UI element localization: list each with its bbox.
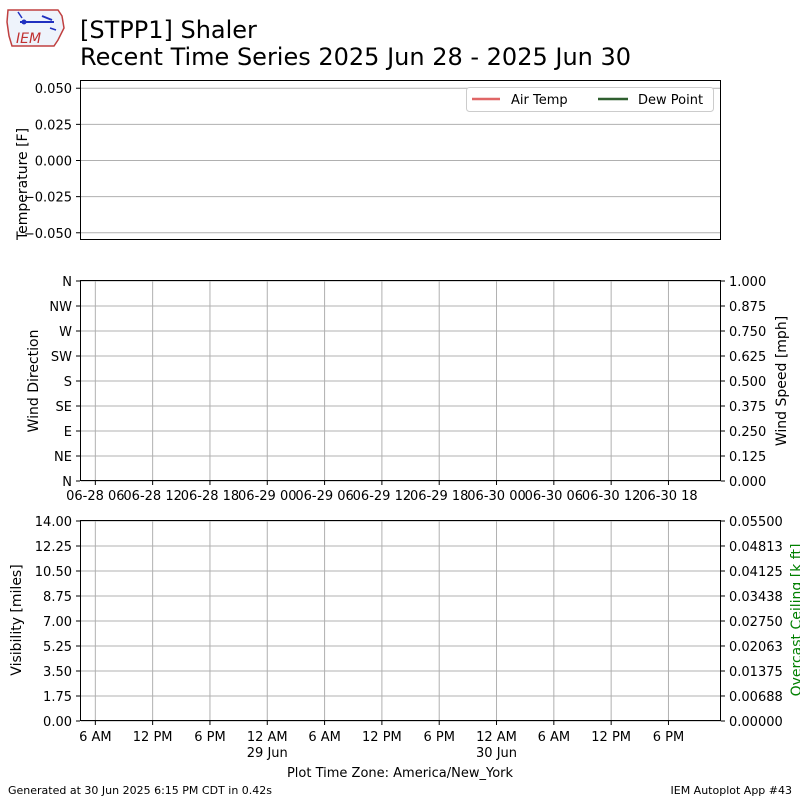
y-right-tick-label: 1.000	[729, 275, 766, 290]
x-tick-label: 6 PM	[653, 730, 684, 745]
y-tick-label: 0.050	[35, 82, 72, 97]
x-tick-label: 6 AM	[79, 730, 112, 745]
y-tick-label: W	[59, 325, 72, 340]
x-tick-label: 12 AM	[476, 730, 517, 745]
y-tick-label: NE	[54, 450, 72, 465]
x-tick-label: 06-29 18	[410, 489, 468, 504]
visibility-y-ticks: 14.00 12.25 10.50 8.75 7.00 5.25 3.50 1.75 0.00	[35, 515, 80, 730]
wind-plot-frame	[80, 280, 721, 481]
y-tick-label: 7.00	[43, 615, 72, 630]
y-right-tick-label: 0.250	[729, 425, 766, 440]
legend-label-dew-point: Dew Point	[638, 93, 703, 108]
iem-logo: IEM	[6, 6, 66, 54]
visibility-grid	[81, 520, 721, 722]
y-right-tick-label: 0.125	[729, 450, 766, 465]
y-right-tick-label: 0.00000	[729, 715, 783, 730]
x-tick-label: 12 AM	[247, 730, 288, 745]
legend-box	[466, 87, 714, 112]
y-tick-label: −0.050	[24, 227, 72, 242]
x-tick-label: 06-29 12	[353, 489, 411, 504]
y-tick-label: 8.75	[43, 590, 72, 605]
y-right-tick-label: 0.02063	[729, 640, 783, 655]
y-tick-label: S	[64, 375, 72, 390]
visibility-plot-frame	[80, 520, 721, 721]
x-tick-label: 06-30 12	[582, 489, 640, 504]
x-tick-label: 12 PM	[591, 730, 631, 745]
y-right-tick-label: 0.04125	[729, 565, 783, 580]
y-tick-label: 10.50	[35, 565, 72, 580]
wind-direction-y-label: Wind Direction	[26, 330, 42, 433]
y-tick-label: 1.75	[43, 690, 72, 705]
y-tick-label: −0.025	[24, 191, 72, 206]
x-tick-label: 06-29 06	[295, 489, 353, 504]
app-id: IEM Autoplot App #43	[671, 784, 793, 797]
y-right-tick-label: 0.750	[729, 325, 766, 340]
iem-logo-graphic: IEM	[6, 9, 65, 47]
y-right-tick-label: 0.000	[729, 475, 766, 490]
temperature-y-label: Temperature [F]	[15, 128, 31, 241]
y-tick-label: NW	[49, 300, 72, 315]
y-right-tick-label: 0.500	[729, 375, 766, 390]
x-tick-label: 6 PM	[423, 730, 454, 745]
x-tick-date-label: 29 Jun	[247, 746, 288, 761]
y-right-tick-label: 0.02750	[729, 615, 783, 630]
wind-speed-y-label: Wind Speed [mph]	[774, 316, 790, 446]
x-tick-label: 06-30 00	[467, 489, 525, 504]
temperature-y-ticks: 0.050 0.025 0.000 −0.025 −0.050	[24, 82, 80, 242]
wind-speed-y-ticks: 1.000 0.875 0.750 0.625 0.500 0.375 0.250 0.125…	[721, 275, 766, 490]
y-tick-label: N	[62, 275, 72, 290]
x-tick-label: 12 PM	[362, 730, 402, 745]
x-tick-label: 6 PM	[194, 730, 225, 745]
y-tick-label: 5.25	[43, 640, 72, 655]
x-tick-label: 06-28 18	[181, 489, 239, 504]
y-tick-label: 14.00	[35, 515, 72, 530]
y-tick-label: SW	[51, 350, 72, 365]
y-right-tick-label: 0.05500	[729, 515, 783, 530]
ceiling-y-label: Overcast Ceiling [k ft]	[789, 544, 800, 697]
chart-subtitle: Recent Time Series 2025 Jun 28 - 2025 Ju…	[80, 43, 632, 71]
y-tick-label: E	[64, 425, 72, 440]
generated-note: Generated at 30 Jun 2025 6:15 PM CDT in …	[8, 784, 272, 797]
y-right-tick-label: 0.625	[729, 350, 766, 365]
temperature-plot-frame	[80, 80, 721, 240]
x-tick-label: 6 AM	[538, 730, 571, 745]
y-right-tick-label: 0.375	[729, 400, 766, 415]
visibility-y-label: Visibility [miles]	[9, 564, 25, 675]
y-tick-label: N	[62, 475, 72, 490]
y-tick-label: 12.25	[35, 540, 72, 555]
wind-grid	[81, 280, 721, 482]
x-tick-label: 06-29 00	[238, 489, 296, 504]
y-right-tick-label: 0.04813	[729, 540, 783, 555]
y-right-tick-label: 0.875	[729, 300, 766, 315]
x-tick-label: 06-28 06	[66, 489, 124, 504]
x-tick-label: 06-30 06	[525, 489, 583, 504]
legend-label-air-temp: Air Temp	[511, 93, 568, 108]
x-tick-label: 06-30 18	[639, 489, 697, 504]
x-tick-label: 06-28 12	[123, 489, 181, 504]
chart-title: [STPP1] Shaler	[80, 16, 257, 44]
wind-direction-y-ticks: N NW W SW S SE E NE N	[49, 275, 80, 490]
x-tick-date-label: 30 Jun	[476, 746, 517, 761]
ceiling-y-ticks: 0.05500 0.04813 0.04125 0.03438 0.02750 0.020…	[721, 515, 783, 730]
y-right-tick-label: 0.03438	[729, 590, 783, 605]
x-tick-label: 12 PM	[133, 730, 173, 745]
y-tick-label: 0.00	[43, 715, 72, 730]
logo-text: IEM	[16, 31, 41, 47]
y-tick-label: 0.025	[35, 118, 72, 133]
temperature-legend: Air Temp Dew Point	[466, 87, 714, 112]
y-tick-label: SE	[56, 400, 72, 415]
x-tick-label: 6 AM	[308, 730, 341, 745]
y-right-tick-label: 0.01375	[729, 665, 783, 680]
y-tick-label: 0.000	[35, 155, 72, 170]
y-right-tick-label: 0.00688	[729, 690, 783, 705]
timezone-label: Plot Time Zone: America/New_York	[287, 766, 514, 781]
y-tick-label: 3.50	[43, 665, 72, 680]
